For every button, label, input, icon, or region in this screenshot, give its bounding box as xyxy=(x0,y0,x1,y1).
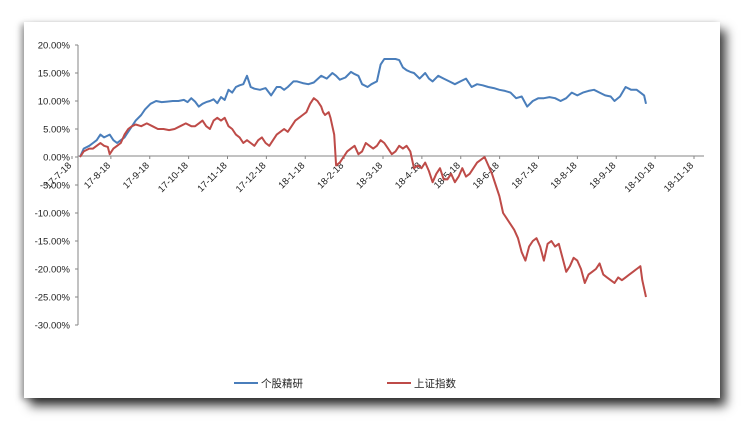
x-tick-label: 17-12-18 xyxy=(234,160,269,195)
y-tick-label: 5.00% xyxy=(43,125,70,136)
x-tick-label: 17-10-18 xyxy=(156,160,191,195)
y-tick-label: -15.00% xyxy=(35,237,71,248)
legend-label: 个股精研 xyxy=(261,377,303,390)
y-tick-label: -20.00% xyxy=(35,265,71,276)
y-tick-label: -30.00% xyxy=(35,321,71,332)
y-tick-label: -25.00% xyxy=(35,293,71,304)
series-line-1 xyxy=(79,58,647,158)
x-tick-label: 18-3-18 xyxy=(354,160,385,191)
line-chart: 20.00% 15.00% 10.00% 5.00% 0.00% -5.00% -10.00… xyxy=(35,41,704,390)
x-tick-label: 18-7-18 xyxy=(510,160,541,191)
x-tick-label: 18-11-18 xyxy=(662,160,696,194)
y-axis: 20.00% 15.00% 10.00% 5.00% 0.00% -5.00% -10.00… xyxy=(35,41,79,332)
series-line-2 xyxy=(79,97,647,298)
series-lines xyxy=(79,58,647,298)
x-tick-label: 17-8-18 xyxy=(82,160,113,191)
legend-item-2: 上证指数 xyxy=(387,377,456,390)
x-tick-label: 18-4-18 xyxy=(393,160,424,191)
y-tick-label: -10.00% xyxy=(35,209,71,220)
x-tick-label: 18-8-18 xyxy=(549,160,580,191)
legend: 个股精研 上证指数 xyxy=(234,377,456,390)
y-tick-label: -5.00% xyxy=(40,181,71,192)
x-tick-label: 18-1-18 xyxy=(276,160,307,191)
x-axis: 17-7-18 17-8-18 17-9-18 17-10-18 17-11-18 17-… xyxy=(43,155,704,195)
x-tick-label: 18-2-18 xyxy=(315,160,346,191)
y-tick-label: 15.00% xyxy=(38,69,71,80)
x-tick-label: 18-10-18 xyxy=(623,160,658,195)
y-tick-label: 0.00% xyxy=(43,153,70,164)
legend-label: 上证指数 xyxy=(414,377,456,390)
x-tick-label: 17-9-18 xyxy=(121,160,152,191)
chart-frame: 20.00% 15.00% 10.00% 5.00% 0.00% -5.00% -10.00… xyxy=(24,22,720,398)
y-tick-label: 20.00% xyxy=(38,41,71,52)
x-tick-label: 18-9-18 xyxy=(587,160,618,191)
legend-item-1: 个股精研 xyxy=(234,377,303,390)
x-tick-label: 17-11-18 xyxy=(195,160,229,194)
y-tick-label: 10.00% xyxy=(38,97,71,108)
